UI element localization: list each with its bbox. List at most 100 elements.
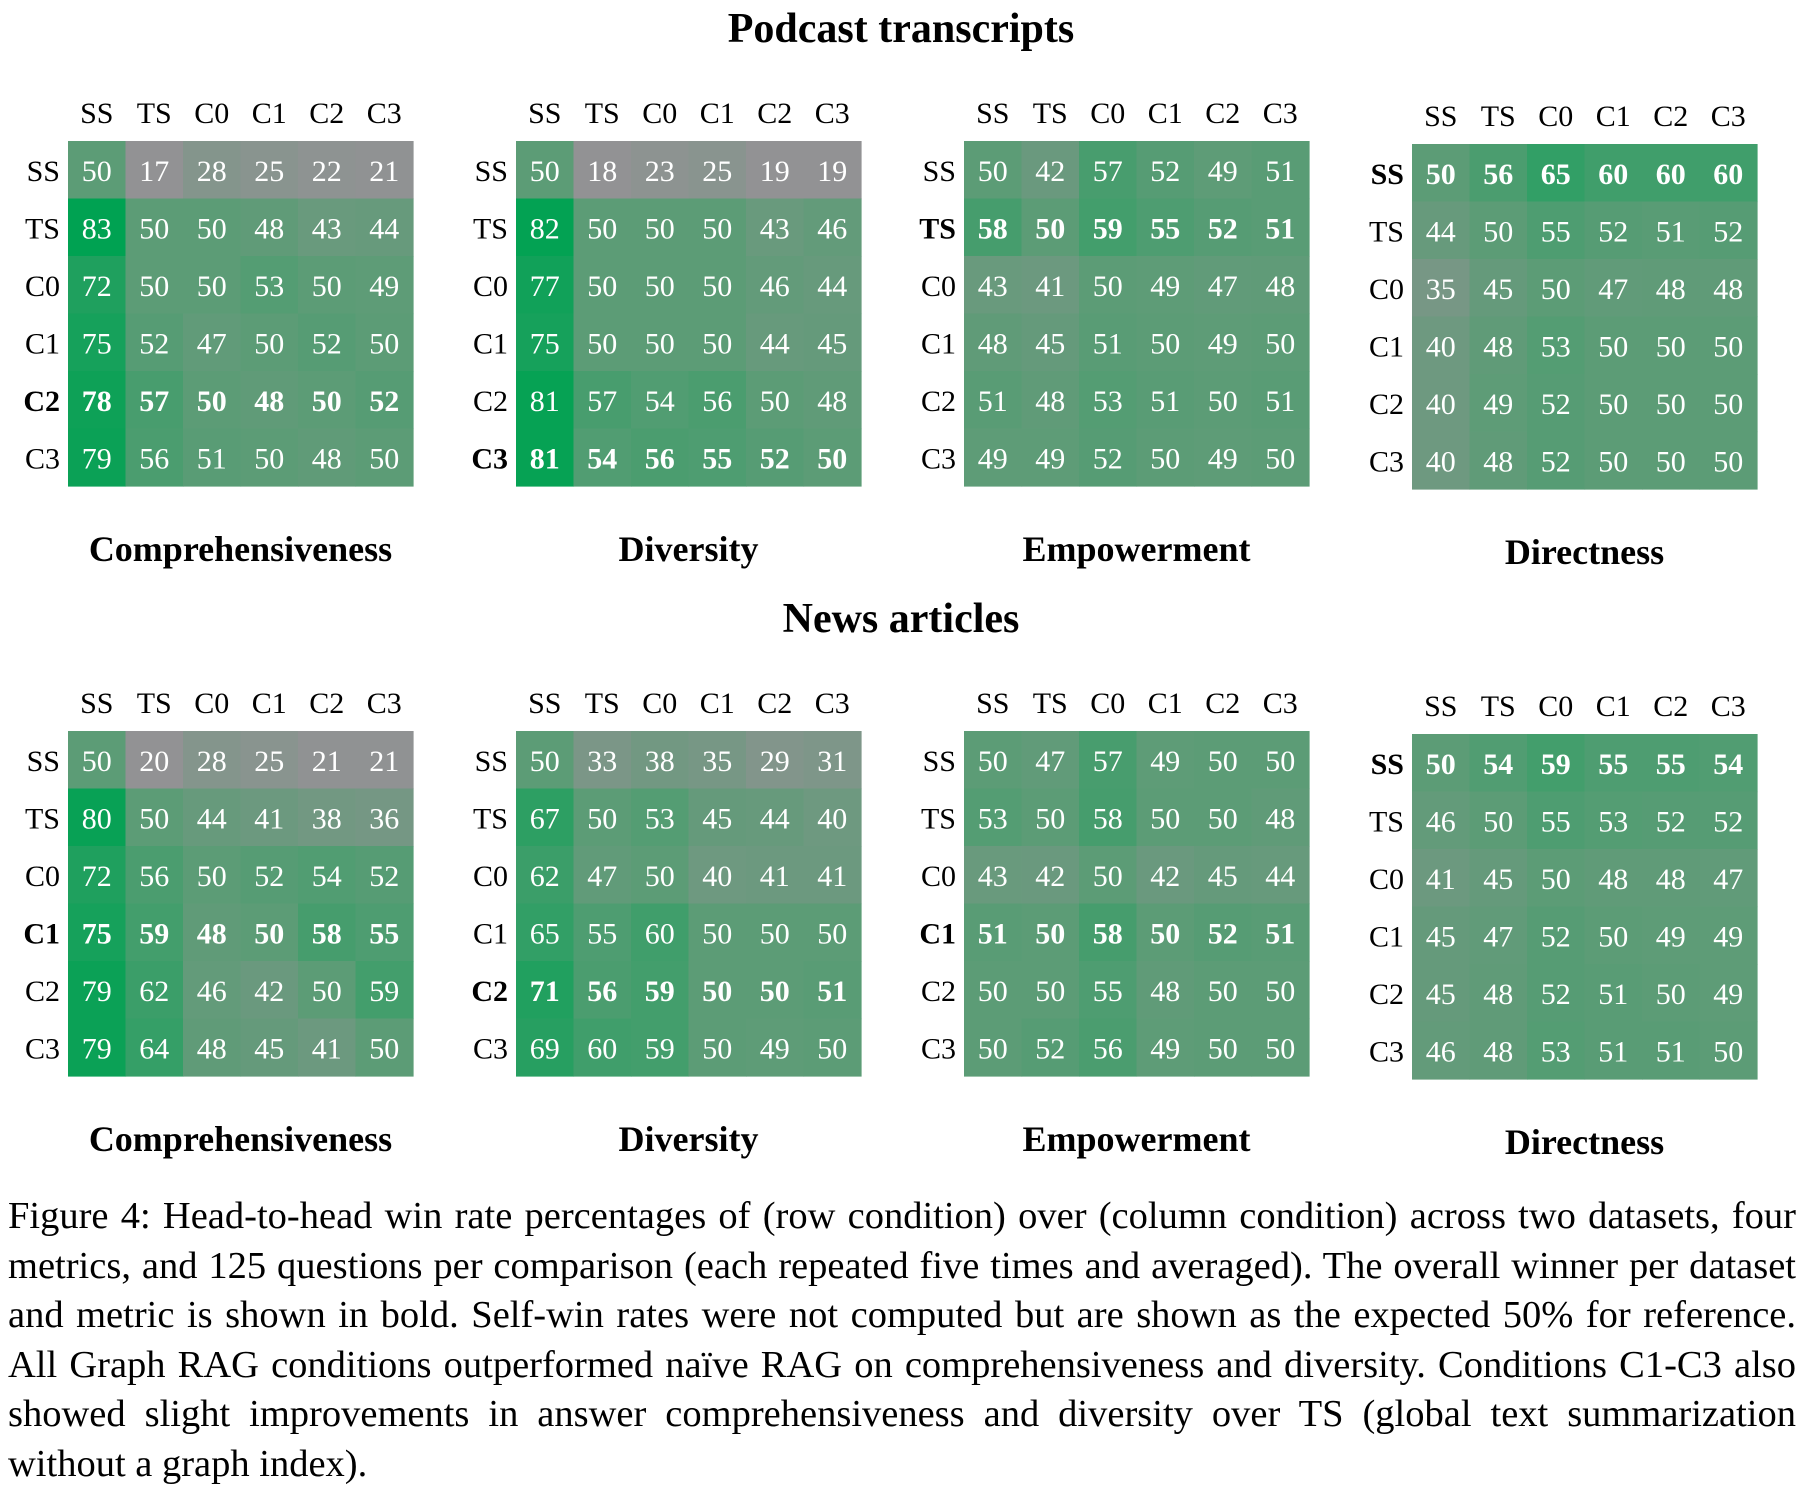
cell-value-label: 20	[139, 745, 169, 778]
cell-value-label: 42	[1035, 860, 1065, 893]
heatmap-cell	[1079, 428, 1138, 487]
heatmap-cell	[631, 256, 690, 315]
panel-title: Empowerment	[1023, 529, 1251, 569]
row-label: C2	[25, 975, 60, 1008]
cell-value-label: 22	[312, 155, 342, 188]
panel-title: Comprehensiveness	[89, 529, 392, 569]
cell-value-label: 21	[369, 745, 399, 778]
cell-value-label: 53	[1541, 1035, 1571, 1068]
cell-value-label: 53	[1541, 330, 1571, 363]
heatmap-cell	[516, 313, 575, 372]
row-label: SS	[27, 745, 60, 778]
cell-value-label: 50	[702, 327, 732, 360]
heatmap-cell	[1584, 791, 1643, 850]
heatmap-cell	[125, 846, 184, 905]
heatmap-cell	[183, 256, 242, 315]
heatmap-cell	[1642, 734, 1701, 793]
heatmap-cell	[964, 846, 1023, 905]
column-label: C0	[642, 97, 677, 130]
heatmap-cell	[1469, 1021, 1528, 1080]
heatmap-cell	[68, 1018, 127, 1077]
cell-value-label: 44	[369, 212, 399, 245]
heatmap-cell	[68, 313, 127, 372]
row-label: C1	[919, 917, 956, 950]
cell-value-label: 48	[817, 385, 847, 418]
cell-value-label: 45	[254, 1032, 284, 1065]
cell-value-label: 44	[760, 802, 790, 835]
cell-value-label: 21	[369, 155, 399, 188]
column-label: C2	[1205, 97, 1240, 130]
heatmap-cell	[964, 903, 1023, 962]
cell-value-label: 50	[1265, 975, 1295, 1008]
cell-value-label: 40	[1426, 445, 1456, 478]
heatmap-cell	[1469, 906, 1528, 965]
heatmap-cell	[1251, 313, 1310, 372]
heatmap-cell	[183, 903, 242, 962]
heatmap-cell	[125, 731, 184, 790]
cell-value-label: 48	[978, 327, 1008, 360]
cell-value-label: 59	[645, 975, 675, 1008]
heatmap-cell	[964, 961, 1023, 1020]
heatmap-cell	[688, 428, 747, 487]
heatmap-cell	[573, 903, 632, 962]
cell-value-label: 50	[1713, 388, 1743, 421]
cell-value-label: 55	[1150, 212, 1180, 245]
heatmap-cell	[240, 313, 299, 372]
heatmap-cell	[964, 371, 1023, 430]
cell-value-label: 50	[587, 270, 617, 303]
heatmap-cell	[1136, 846, 1195, 905]
cell-value-label: 49	[1208, 327, 1238, 360]
row-label: C0	[921, 860, 956, 893]
heatmap-cell	[1469, 431, 1528, 490]
heatmap-cell	[68, 371, 127, 430]
heatmap-cell	[68, 141, 127, 200]
heatmap-cell	[1584, 964, 1643, 1023]
cell-value-label: 38	[645, 745, 675, 778]
heatmap-cell	[240, 731, 299, 790]
cell-value-label: 52	[139, 327, 169, 360]
cell-value-label: 52	[369, 860, 399, 893]
cell-value-label: 42	[254, 975, 284, 1008]
cell-value-label: 41	[1426, 863, 1456, 896]
heatmap-cell	[688, 141, 747, 200]
cell-value-label: 49	[1208, 155, 1238, 188]
cell-value-label: 46	[197, 975, 227, 1008]
cell-value-label: 53	[645, 802, 675, 835]
cell-value-label: 29	[760, 745, 790, 778]
cell-value-label: 79	[82, 975, 112, 1008]
heatmap-cell	[746, 428, 805, 487]
heatmap-cell	[688, 788, 747, 847]
cell-value-label: 50	[197, 860, 227, 893]
cell-value-label: 56	[587, 975, 617, 1008]
cell-value-label: 75	[82, 917, 112, 950]
heatmap-cell	[1699, 201, 1758, 260]
cell-value-label: 40	[702, 860, 732, 893]
cell-value-label: 18	[587, 155, 617, 188]
heatmap-cell	[1251, 903, 1310, 962]
heatmap-cell	[355, 788, 414, 847]
cell-value-label: 50	[817, 917, 847, 950]
cell-value-label: 80	[82, 802, 112, 835]
heatmap-cell	[688, 256, 747, 315]
heatmap-cell	[1079, 198, 1138, 257]
column-label: C1	[252, 97, 287, 130]
cell-value-label: 50	[702, 212, 732, 245]
cell-value-label: 50	[1035, 802, 1065, 835]
heatmap-cell	[298, 1018, 357, 1077]
heatmap-cell	[573, 313, 632, 372]
cell-value-label: 50	[82, 155, 112, 188]
cell-value-label: 52	[254, 860, 284, 893]
cell-value-label: 40	[1426, 388, 1456, 421]
column-label: SS	[528, 687, 561, 720]
cell-value-label: 49	[1208, 442, 1238, 475]
cell-value-label: 50	[197, 385, 227, 418]
cell-value-label: 23	[645, 155, 675, 188]
column-label: SS	[976, 687, 1009, 720]
cell-value-label: 50	[312, 975, 342, 1008]
cell-value-label: 50	[1541, 863, 1571, 896]
heatmap-cell	[1699, 144, 1758, 203]
column-label: C3	[367, 97, 402, 130]
heatmap-cell	[1251, 1018, 1310, 1077]
heatmap-cell	[803, 428, 862, 487]
cell-value-label: 71	[530, 975, 560, 1008]
